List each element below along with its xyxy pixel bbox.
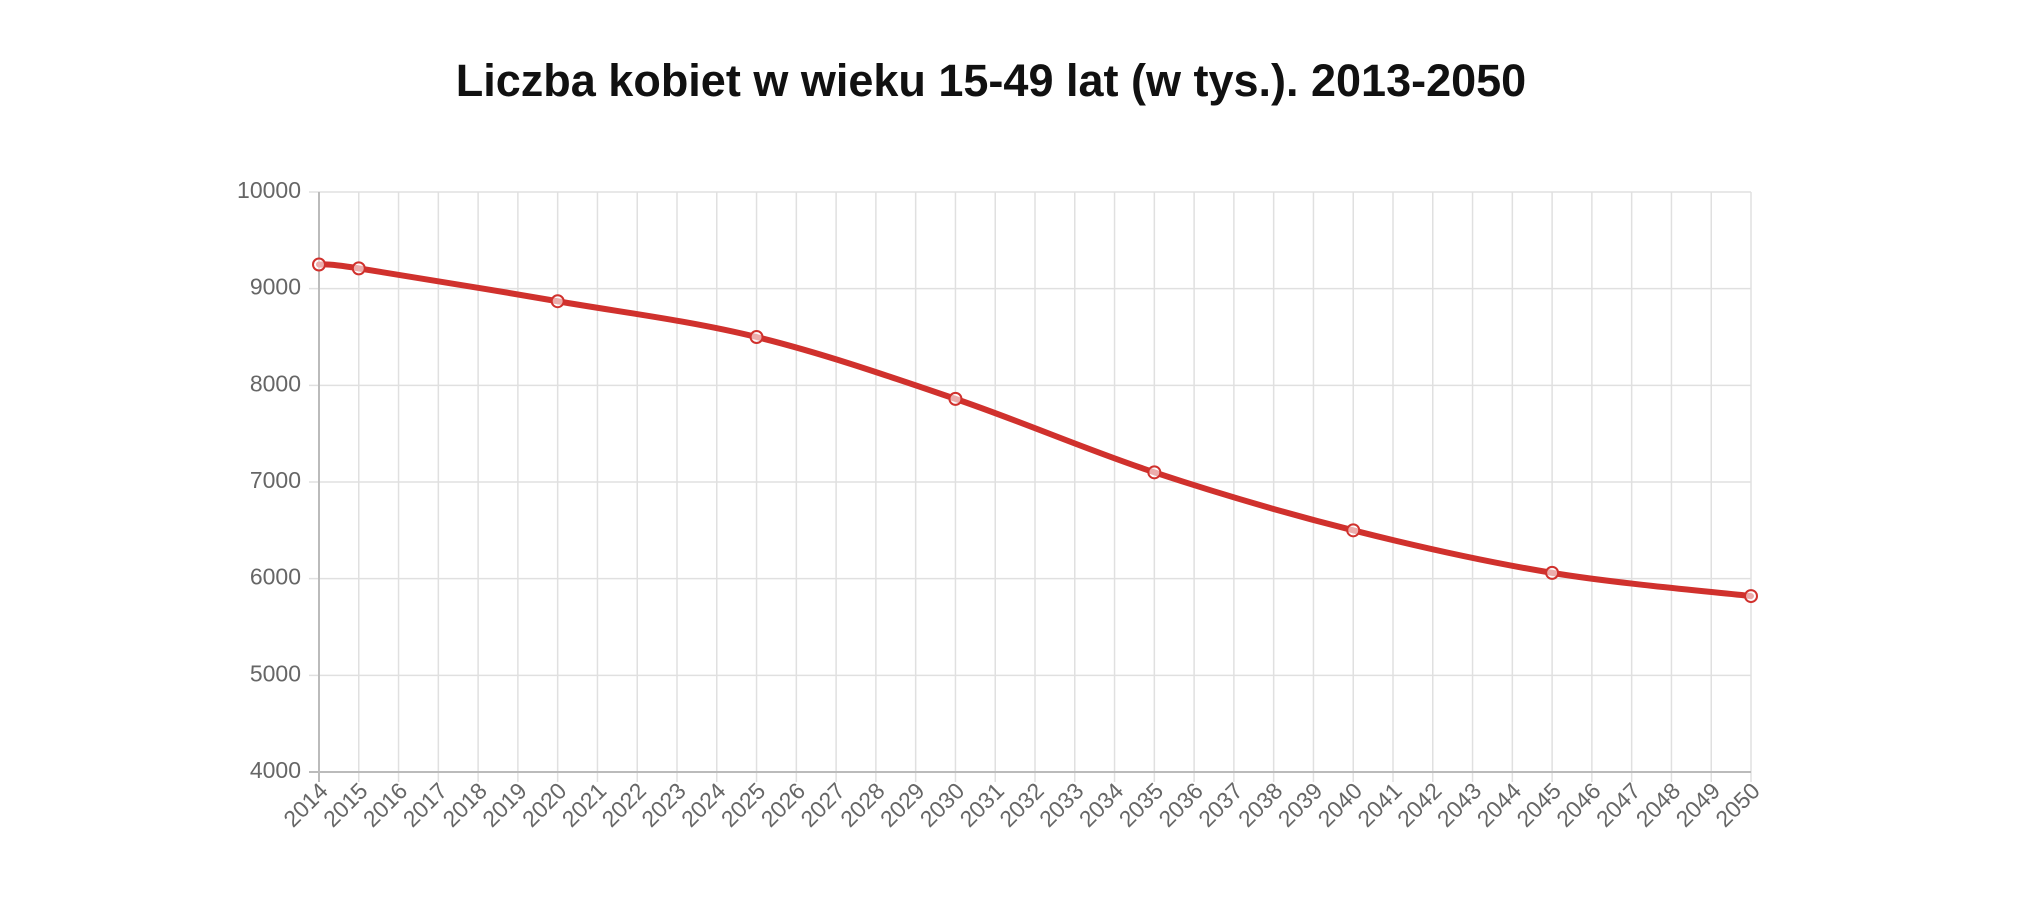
x-tick-label: 2020	[517, 777, 572, 832]
x-tick-label: 2043	[1432, 777, 1487, 832]
data-point	[1346, 523, 1361, 538]
x-tick-label: 2047	[1591, 777, 1646, 832]
data-point	[1744, 589, 1758, 604]
x-tick-label: 2031	[954, 777, 1009, 832]
y-tick-label: 7000	[250, 467, 301, 493]
y-tick-label: 10000	[237, 177, 301, 203]
y-tick-label: 8000	[250, 370, 301, 396]
x-tick-label: 2017	[398, 777, 453, 832]
x-tick-label: 2049	[1670, 777, 1725, 832]
x-tick-label: 2046	[1551, 777, 1606, 832]
x-tick-label: 2040	[1312, 777, 1367, 832]
x-tick-label: 2025	[716, 777, 771, 832]
data-point	[312, 257, 326, 272]
data-line	[316, 261, 1754, 600]
x-tick-label: 2016	[358, 777, 413, 832]
x-tick-label: 2036	[1153, 777, 1208, 832]
x-tick-label: 2029	[875, 777, 930, 832]
x-tick-label: 2022	[596, 777, 651, 832]
x-tick-label: 2014	[278, 777, 333, 832]
x-tick-label: 2048	[1631, 777, 1686, 832]
x-tick-label: 2015	[318, 777, 373, 832]
y-tick-label: 5000	[250, 660, 301, 686]
y-tick-label: 9000	[250, 274, 301, 300]
data-point	[1545, 565, 1560, 580]
x-tick-label: 2034	[1074, 777, 1129, 832]
x-tick-label: 2019	[477, 777, 532, 832]
y-tick-label: 6000	[250, 564, 301, 590]
data-point	[550, 294, 565, 309]
x-tick-label: 2026	[756, 777, 811, 832]
x-tick-label: 2018	[437, 777, 492, 832]
x-tick-label: 2021	[557, 777, 612, 832]
data-point	[749, 330, 764, 344]
x-tick-label: 2024	[676, 777, 731, 832]
x-tick-label: 2035	[1114, 777, 1169, 832]
x-tick-label: 2044	[1472, 777, 1527, 832]
data-point	[351, 261, 366, 276]
x-tick-label: 2037	[1193, 777, 1248, 832]
data-point	[1147, 465, 1162, 480]
x-tick-label: 2033	[1034, 777, 1089, 832]
x-tick-label: 2045	[1511, 777, 1566, 832]
data-point	[948, 391, 963, 406]
x-tick-label: 2028	[835, 777, 890, 832]
x-tick-label: 2042	[1392, 777, 1447, 832]
chart-title: Liczba kobiet w wieku 15-49 lat (w tys.)…	[456, 55, 1526, 106]
x-tick-label: 2041	[1352, 777, 1407, 832]
x-tick-label: 2039	[1273, 777, 1328, 832]
x-tick-label: 2030	[915, 777, 970, 832]
x-tick-label: 2023	[636, 777, 691, 832]
x-tick-label: 2038	[1233, 777, 1288, 832]
x-tick-label: 2050	[1710, 777, 1765, 832]
y-tick-label: 4000	[250, 757, 301, 783]
x-tick-label: 2027	[795, 777, 850, 832]
x-tick-label: 2032	[994, 777, 1049, 832]
